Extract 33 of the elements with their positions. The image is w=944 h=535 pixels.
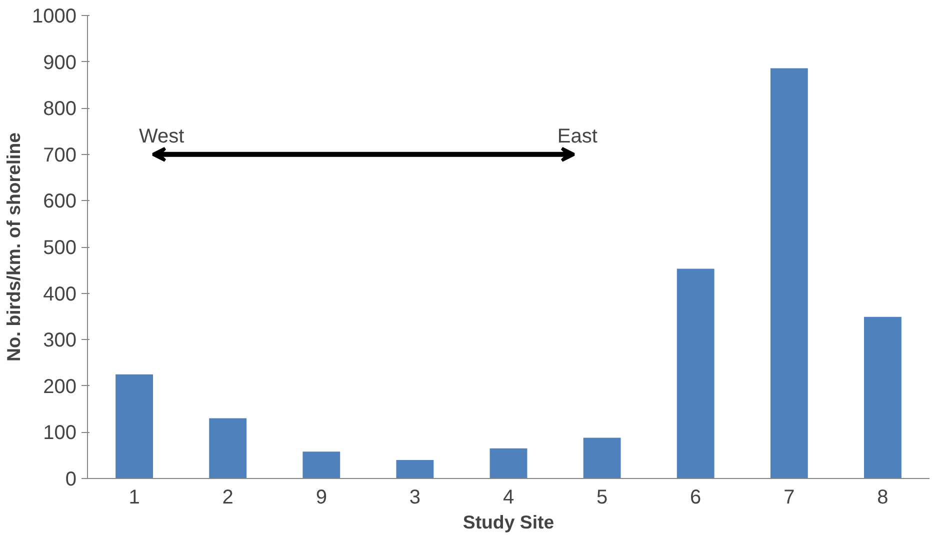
bar xyxy=(770,68,808,478)
x-tick-label: 9 xyxy=(316,486,327,508)
y-tick-label: 500 xyxy=(43,237,77,259)
y-tick-label: 1000 xyxy=(32,6,77,28)
x-tick-label: 7 xyxy=(784,486,795,508)
y-tick-label: 800 xyxy=(43,98,77,120)
y-tick-label: 0 xyxy=(65,468,76,490)
bar xyxy=(396,460,434,478)
annotation: West xyxy=(138,125,185,148)
bar xyxy=(116,374,153,478)
bar xyxy=(864,316,902,478)
bar xyxy=(676,268,714,478)
y-tick-label: 700 xyxy=(43,144,77,166)
bar xyxy=(302,452,340,478)
x-tick-label: 4 xyxy=(502,486,514,508)
x-tick-label: 1 xyxy=(128,486,140,508)
y-tick-label: 100 xyxy=(43,422,77,444)
x-tick-label: 2 xyxy=(222,486,234,508)
y-tick-label: 900 xyxy=(43,52,77,74)
x-tick-label: 3 xyxy=(409,486,421,508)
y-tick-label: 200 xyxy=(43,376,77,398)
y-axis-title: No. birds/km. of shoreline xyxy=(3,132,24,362)
x-axis-title: Study Site xyxy=(462,512,554,532)
x-tick-label: 8 xyxy=(877,486,888,508)
bar xyxy=(209,418,247,478)
bar xyxy=(583,438,621,478)
x-tick-label: 5 xyxy=(596,486,608,508)
y-tick-label: 400 xyxy=(43,283,77,306)
y-tick-label: 600 xyxy=(43,190,77,213)
x-tick-label: 6 xyxy=(690,486,702,508)
y-tick-label: 300 xyxy=(43,330,77,352)
bar xyxy=(490,448,528,478)
annotation: East xyxy=(557,125,598,148)
